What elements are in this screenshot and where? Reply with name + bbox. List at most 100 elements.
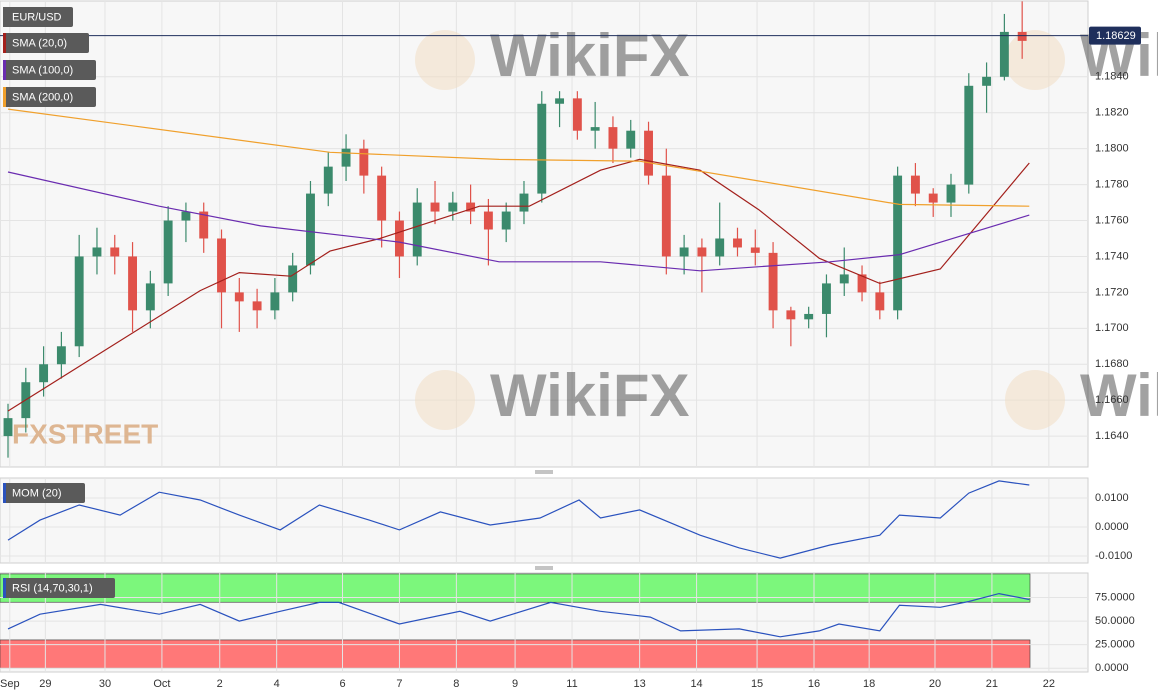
candle-body [270,292,280,311]
x-tick-label: Sep [0,678,20,690]
x-tick-label: 20 [929,678,941,690]
x-tick-label: Oct [153,678,170,690]
candle-body [234,292,244,302]
candle-body [839,274,849,284]
candle-body [306,193,315,266]
panel-bg [0,477,1089,564]
candle-body [199,211,209,239]
label-color [3,578,6,598]
label-text: MOM (20) [12,487,62,499]
y-tick-label: 0.0000 [1095,662,1129,674]
candle-body [92,247,102,257]
candle-body [608,127,618,149]
candle-body [288,265,298,293]
candle-body [733,238,742,248]
label-box [3,33,89,53]
x-tick-label: 2 [217,678,223,690]
candle-body [323,166,333,194]
label-box [3,483,85,503]
label-text: SMA (100,0) [12,64,73,76]
candle-body [3,418,13,437]
candle-body [394,220,404,257]
candle-body [466,202,476,212]
x-tick-label: 4 [274,678,280,690]
x-tick-label: 30 [99,678,111,690]
series-line [7,171,1030,272]
candle-body [341,148,351,167]
candle-body [128,256,138,311]
series-line [7,108,1030,207]
y-tick-label: 25.0000 [1095,639,1135,651]
last-price-box [1089,26,1141,45]
x-tick-label: 13 [634,678,646,690]
candle-body [893,175,903,311]
x-tick-label: 9 [512,678,518,690]
y-tick-label: 1.1760 [1095,214,1129,226]
label-color [3,483,6,503]
x-tick-label: 7 [396,678,402,690]
watermark: WikiFX [490,22,689,89]
candle-body [804,313,814,320]
x-tick-label: 8 [453,678,459,690]
y-tick-label: 1.1800 [1095,143,1129,155]
candle-body [768,252,778,311]
label-color [3,87,6,107]
watermark-logo [415,30,475,90]
series-line [7,158,1030,412]
candle-body [715,238,725,257]
x-tick-label: 15 [751,678,763,690]
watermark-logo [1005,370,1065,430]
y-tick-label: 0.0000 [1095,521,1129,533]
candle-body [56,346,66,365]
candle-body [519,193,529,212]
candle-body [163,220,173,284]
logo: FXSTREET [12,418,158,449]
label-color [3,60,6,80]
candle-body [910,175,920,194]
watermark-logo [415,370,475,430]
candle-body [626,130,636,149]
label-box [3,87,96,107]
x-tick-label: 18 [863,678,875,690]
candle-body [590,127,600,131]
label-text: EUR/USD [12,11,62,23]
series-line [7,480,1030,559]
x-tick-label: 21 [986,678,998,690]
candle-body [501,211,511,230]
y-tick-label: 75.0000 [1095,591,1135,603]
y-tick-label: 1.1840 [1095,71,1129,83]
candle-body [359,148,369,176]
y-tick-label: 1.1720 [1095,286,1129,298]
candle-body [786,310,796,320]
candle-body [39,364,49,383]
candle-body [448,202,458,212]
y-tick-label: 1.1780 [1095,179,1129,191]
watermark: WikiFX [490,362,689,429]
y-tick-label: 1.1660 [1095,394,1129,406]
label-text: SMA (200,0) [12,91,73,103]
candle-body [982,76,992,86]
candle-body [110,247,120,257]
candle-body [217,238,226,293]
candle-body [999,31,1009,77]
y-tick-label: 1.1700 [1095,322,1129,334]
y-tick-label: -0.0100 [1095,550,1132,562]
x-tick-label: 11 [566,678,577,690]
candle-body [430,202,440,212]
last-price-label: 1.18629 [1096,30,1136,42]
panel-bg [0,0,1089,468]
label-box [3,578,115,598]
x-tick-label: 16 [808,678,820,690]
candle-body [572,98,582,131]
candle-body [1017,31,1027,41]
candle-body [145,283,155,311]
watermark: WikiFX [1080,362,1158,429]
series-line [7,592,1030,638]
candle-body [644,130,653,176]
x-tick-label: 22 [1043,678,1055,690]
label-text: RSI (14,70,30,1) [12,582,93,594]
label-color [3,7,6,27]
watermark-logo [1005,30,1065,90]
candle-body [928,193,938,203]
candle-body [964,85,974,185]
